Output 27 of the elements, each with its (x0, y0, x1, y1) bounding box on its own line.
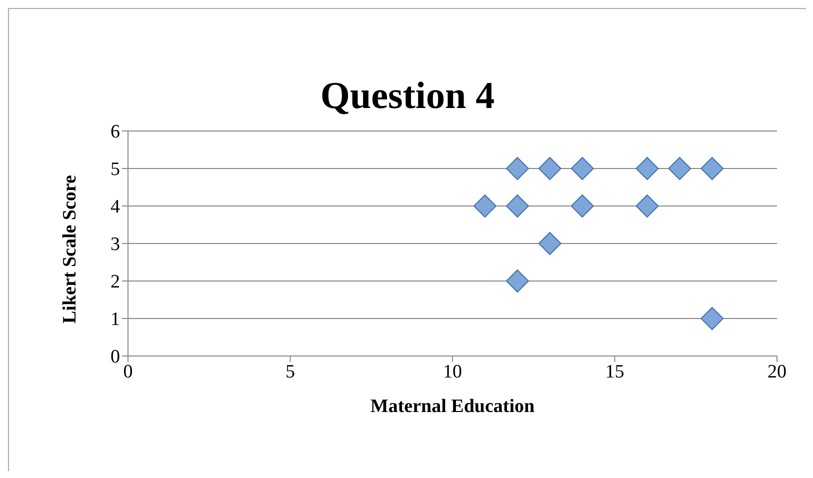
y-tick-label: 1 (110, 309, 120, 330)
point (668, 157, 692, 180)
point (570, 194, 594, 218)
x-tick-label: 5 (286, 361, 295, 382)
y-tick-label: 3 (110, 234, 120, 256)
point (473, 194, 496, 218)
x-tick-label: 20 (768, 361, 786, 382)
point (538, 157, 562, 180)
x-axis-title: Maternal Education (370, 396, 535, 417)
point (506, 194, 529, 218)
y-tick-label: 0 (110, 346, 120, 368)
point (636, 157, 659, 180)
y-axis-title: Likert Scale Score (60, 175, 81, 324)
point (700, 307, 724, 330)
point (538, 232, 562, 255)
x-tick-label: 15 (605, 361, 624, 382)
point (700, 157, 724, 180)
y-tick-label: 2 (110, 272, 120, 293)
point (570, 157, 594, 180)
y-tick-label: 4 (110, 196, 120, 218)
x-tick-label: 10 (443, 361, 462, 382)
point (506, 270, 529, 292)
y-tick-label: 6 (110, 122, 120, 143)
y-tick-label: 5 (110, 159, 120, 180)
chart-title: Question 4 (319, 74, 496, 118)
point (506, 157, 529, 180)
point (636, 194, 659, 218)
